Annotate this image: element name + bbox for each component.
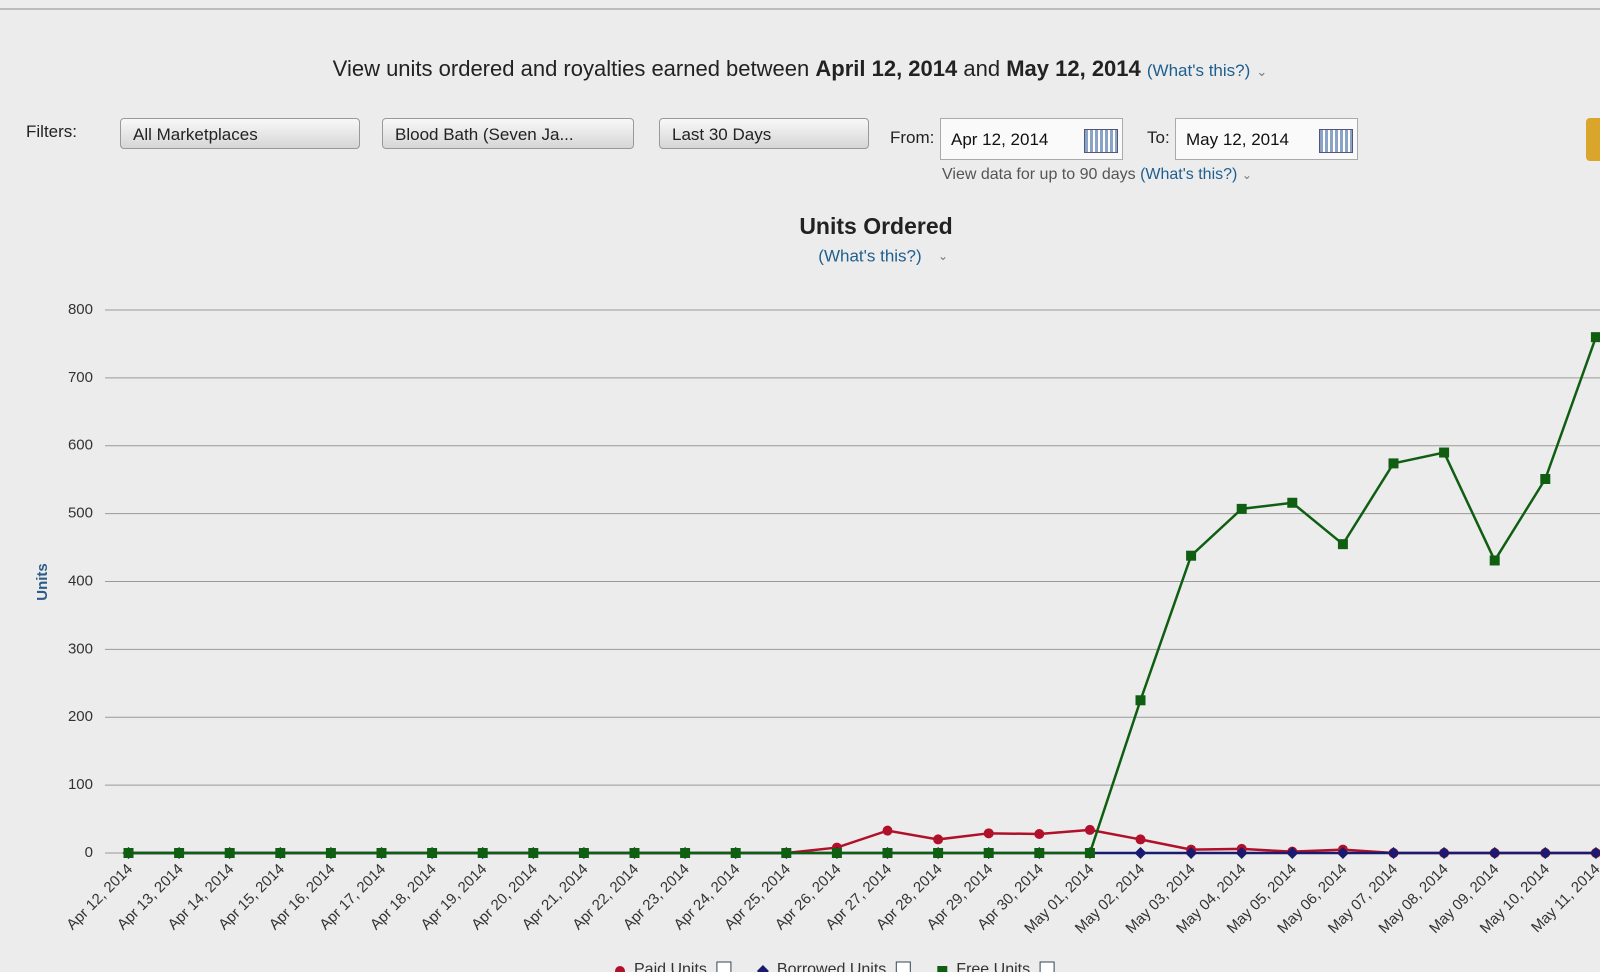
header-joiner: and bbox=[963, 56, 1001, 81]
point bbox=[325, 848, 336, 858]
point bbox=[578, 848, 589, 858]
range-note-text: View data for up to 90 days bbox=[942, 166, 1136, 183]
to-input[interactable]: May 12, 2014 bbox=[1175, 118, 1358, 160]
point bbox=[983, 848, 994, 858]
series-line bbox=[128, 828, 1596, 855]
chevron: ⌄ bbox=[1256, 64, 1268, 79]
chart-help-link[interactable]: (What's this?) bbox=[818, 246, 921, 265]
point bbox=[174, 848, 185, 858]
point bbox=[629, 848, 640, 858]
point bbox=[1084, 848, 1095, 858]
help-link[interactable]: (What's this?) bbox=[1140, 166, 1238, 183]
point bbox=[756, 965, 769, 972]
point bbox=[477, 848, 488, 858]
y-tick-label: 700 bbox=[68, 369, 93, 386]
point bbox=[123, 848, 134, 858]
point bbox=[1438, 847, 1451, 859]
point bbox=[937, 966, 948, 972]
point bbox=[1034, 828, 1045, 839]
y-tick-label: 300 bbox=[68, 640, 93, 657]
y-axis-label: Units bbox=[34, 563, 51, 601]
chevron: ⌄ bbox=[1241, 168, 1252, 182]
start-date: April 12, 2014 bbox=[815, 56, 958, 81]
point bbox=[1387, 847, 1400, 859]
range-dropdown[interactable]: Last 30 Days bbox=[659, 118, 869, 149]
legend-label: Borrowed Units bbox=[777, 961, 886, 972]
point bbox=[1236, 503, 1247, 514]
marketplace-dropdown[interactable]: All Marketplaces bbox=[120, 118, 360, 149]
y-tick-label: 500 bbox=[68, 505, 93, 522]
point bbox=[882, 848, 893, 858]
point bbox=[1540, 474, 1551, 485]
chart-title: Units Ordered bbox=[799, 213, 952, 239]
point bbox=[1589, 847, 1600, 859]
point bbox=[376, 848, 387, 858]
go-button[interactable] bbox=[1586, 118, 1600, 161]
point bbox=[1135, 695, 1146, 706]
calendar-icon[interactable] bbox=[1084, 129, 1118, 153]
point bbox=[781, 848, 792, 858]
point bbox=[615, 966, 625, 972]
calendar-icon[interactable] bbox=[1319, 129, 1353, 153]
y-tick-label: 800 bbox=[68, 301, 93, 318]
series-line bbox=[128, 336, 1598, 855]
point bbox=[1185, 847, 1198, 859]
from-value: Apr 12, 2014 bbox=[951, 130, 1049, 149]
from-label: From: bbox=[890, 128, 935, 147]
point bbox=[1034, 848, 1045, 858]
point bbox=[1235, 847, 1248, 859]
point bbox=[730, 848, 741, 858]
point bbox=[983, 828, 994, 839]
point bbox=[933, 834, 944, 845]
point bbox=[1286, 847, 1299, 859]
y-tick-label: 600 bbox=[68, 437, 93, 454]
point bbox=[1134, 847, 1147, 859]
to-value: May 12, 2014 bbox=[1186, 130, 1290, 149]
y-tick-label: 200 bbox=[68, 708, 93, 725]
point bbox=[1488, 847, 1501, 859]
point bbox=[1287, 497, 1298, 508]
point bbox=[1590, 332, 1600, 343]
point bbox=[1084, 824, 1095, 835]
point bbox=[882, 825, 893, 836]
point bbox=[1337, 539, 1348, 550]
range-note: View data for up to 90 days (What's this… bbox=[942, 166, 1252, 184]
point bbox=[1135, 834, 1146, 845]
help-link[interactable]: (What's this?) bbox=[1146, 61, 1251, 80]
legend-checkbox[interactable] bbox=[1039, 961, 1055, 972]
point bbox=[1186, 550, 1197, 561]
point bbox=[427, 848, 438, 858]
legend-checkbox[interactable] bbox=[716, 961, 732, 972]
legend-label: Free Units bbox=[956, 961, 1030, 972]
top-rule bbox=[0, 8, 1600, 10]
point bbox=[933, 848, 944, 858]
point bbox=[275, 848, 286, 858]
point bbox=[1489, 555, 1500, 566]
y-tick-label: 400 bbox=[68, 572, 93, 589]
point bbox=[224, 848, 235, 858]
point bbox=[528, 848, 539, 858]
header: View units ordered and royalties earned … bbox=[0, 56, 1600, 82]
y-tick-label: 100 bbox=[68, 776, 93, 793]
chevron: ⌄ bbox=[938, 249, 948, 263]
point bbox=[1539, 847, 1552, 859]
header-intro: View units ordered and royalties earned … bbox=[332, 56, 810, 81]
to-label: To: bbox=[1147, 128, 1170, 147]
point bbox=[831, 848, 842, 858]
point bbox=[1439, 447, 1450, 458]
legend-label: Paid Units bbox=[634, 961, 707, 972]
point bbox=[1388, 458, 1399, 469]
book-dropdown[interactable]: Blood Bath (Seven Ja... bbox=[382, 118, 634, 149]
legend-checkbox[interactable] bbox=[895, 961, 911, 972]
filters-label: Filters: bbox=[26, 122, 77, 141]
y-tick-label: 0 bbox=[85, 844, 93, 861]
point bbox=[680, 848, 691, 858]
from-input[interactable]: Apr 12, 2014 bbox=[940, 118, 1123, 160]
end-date: May 12, 2014 bbox=[1006, 56, 1141, 81]
point bbox=[1336, 847, 1349, 859]
